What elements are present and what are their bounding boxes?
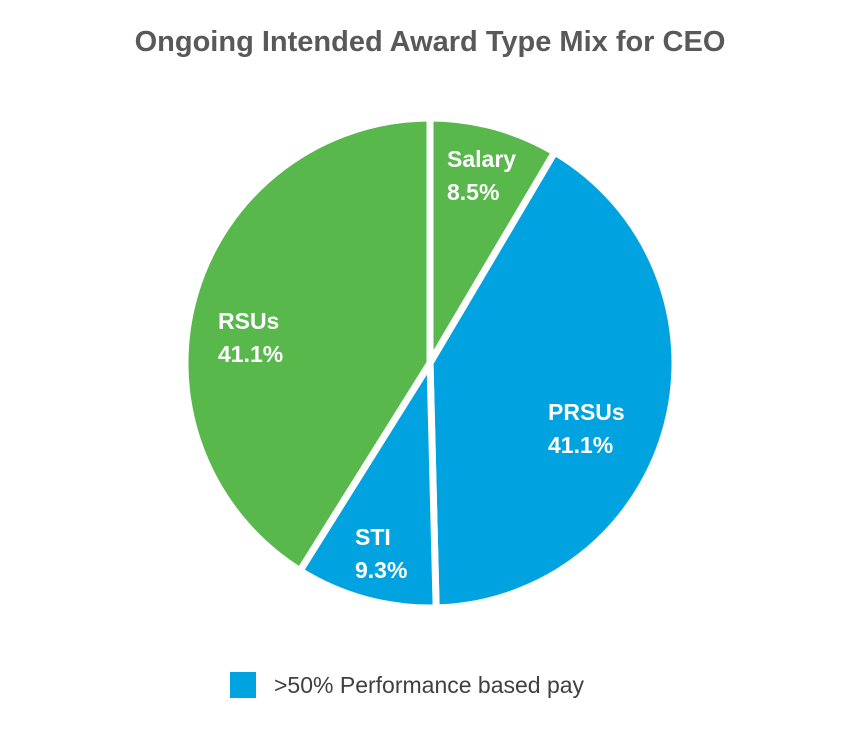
slice-value-sti: 9.3%: [355, 557, 407, 583]
pie-slice-salary: [426, 114, 559, 367]
legend-swatch: [230, 672, 256, 698]
slice-name-rsus: RSUs: [218, 308, 279, 334]
slice-name-prsus: PRSUs: [548, 399, 625, 425]
pie-slice-rsus: [181, 114, 434, 575]
pie-slice-prsus: [426, 148, 679, 612]
legend-label: >50% Performance based pay: [274, 671, 585, 698]
legend: >50% Performance based pay: [230, 668, 584, 702]
slice-value-rsus: 41.1%: [218, 341, 283, 367]
slice-value-salary: 8.5%: [447, 179, 499, 205]
slice-name-sti: STI: [355, 524, 391, 550]
slice-value-prsus: 41.1%: [548, 432, 613, 458]
chart-title: Ongoing Intended Award Type Mix for CEO: [134, 26, 726, 58]
slice-name-salary: Salary: [447, 146, 516, 172]
pie-slice-sti: [296, 359, 440, 612]
